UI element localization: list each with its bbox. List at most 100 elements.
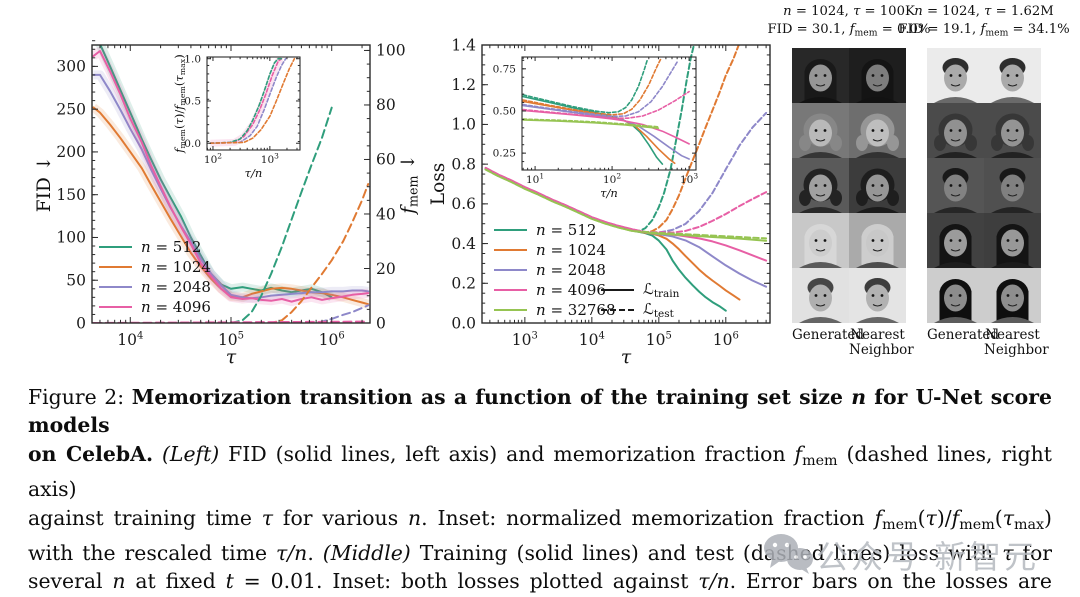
column-label: Generated	[792, 327, 865, 343]
panel1-nearest-neighbor-row5-image	[849, 268, 906, 323]
y-tick-label: 0.25	[493, 148, 516, 160]
legend-label: n = 1024	[141, 258, 211, 276]
y-tick-label: 40	[376, 205, 396, 223]
solid-line-swatch	[494, 269, 527, 271]
legend-item: n = 512	[494, 220, 616, 240]
panel2-nearest-neighbor-row2-image	[984, 103, 1041, 158]
legend-item: n = 4096	[494, 280, 616, 300]
inset-test-n2048-line	[522, 61, 678, 118]
face-grid	[792, 48, 906, 323]
panel1-nearest-neighbor-row2-image	[849, 103, 906, 158]
y-tick-label: 100	[56, 229, 86, 247]
y-tick-label: 200	[56, 143, 86, 161]
y-tick-label: 0.0	[184, 138, 201, 150]
panel-header: n = 1024, τ = 100K FID = 30.1, fmem = 0.0…	[747, 3, 951, 42]
x-tick-label: 103	[512, 331, 538, 350]
test-n4096-line	[484, 166, 768, 234]
y-tick-label: 250	[56, 100, 86, 118]
legend-item: ℒtrain	[601, 280, 679, 300]
panel1-generated-row3-cell	[792, 158, 849, 213]
samples-panel-100k: n = 1024, τ = 100K FID = 30.1, fmem = 0.0…	[768, 0, 931, 370]
panel2-generated-row5-cell	[927, 268, 984, 323]
fid-plot-svg: 104 105 106 0 50 100 150 200 250 300 0 20 40 60 80 100 τ…	[34, 40, 420, 368]
legend-label: n = 4096	[536, 281, 606, 299]
y-tick-label: 100	[376, 42, 406, 60]
loss-plot-legend-style: ℒtrain ℒtest	[601, 280, 679, 320]
y-tick-label: 300	[56, 58, 86, 76]
panel2-generated-row3-cell	[927, 158, 984, 213]
y-tick-label: 0.6	[451, 195, 476, 213]
panel1-generated-row1-cell	[792, 48, 849, 103]
loss-plot-ticks	[482, 44, 770, 324]
x-tick-label: 102	[603, 172, 621, 186]
panel-header-line: FID = 19.1, fmem = 34.1%	[898, 21, 1070, 39]
solid-line-swatch	[99, 306, 132, 308]
panel2-generated-row5-image	[927, 268, 984, 323]
y-tick-label: 1.4	[451, 36, 476, 54]
panel1-generated-row5-image	[792, 268, 849, 323]
x-tick-label: 106	[713, 331, 739, 350]
panel2-generated-row2-image	[927, 103, 984, 158]
inset-test-n4096-line	[522, 90, 690, 119]
panel2-nearest-neighbor-row3-cell	[984, 158, 1041, 213]
inset-train-n512-line	[522, 95, 664, 165]
fid-inset-xlabel: τ/n	[245, 166, 263, 180]
x-tick-label: 101	[526, 172, 544, 186]
test-n512-line	[484, 45, 695, 233]
panel1-nearest-neighbor-row4-cell	[849, 213, 906, 268]
y-tick-label: 0.4	[451, 235, 476, 253]
face-grid	[927, 48, 1041, 323]
legend-label: ℒtest	[643, 300, 674, 320]
legend-item: ℒtest	[601, 300, 679, 320]
solid-line-swatch	[494, 229, 527, 231]
panel2-generated-row1-cell	[927, 48, 984, 103]
fid-n2048-line	[92, 73, 370, 300]
x-tick-label: 102	[204, 152, 222, 166]
panel2-nearest-neighbor-row4-cell	[984, 213, 1041, 268]
solid-line-swatch	[99, 246, 132, 248]
loss-plot-legend-n: n = 512 n = 1024 n = 2048 n = 4096 n = 32768	[494, 220, 616, 320]
legend-label: n = 4096	[141, 298, 211, 316]
legend-label: n = 32768	[536, 301, 616, 319]
loss-plot-series	[484, 45, 768, 312]
inset-test-n1024-line	[522, 57, 662, 116]
panel2-generated-row4-image	[927, 213, 984, 268]
column-labels: Generated Nearest Neighbor	[792, 327, 914, 358]
inset-train-n1024-line	[522, 100, 676, 165]
legend-label: n = 2048	[536, 261, 606, 279]
panel1-generated-row4-cell	[792, 213, 849, 268]
column-label: Nearest Neighbor	[849, 327, 914, 358]
solid-line-swatch	[601, 289, 634, 291]
samples-panel-1p62m: n = 1024, τ = 1.62M FID = 19.1, fmem = 34…	[898, 0, 1069, 370]
x-tick-label: 104	[579, 331, 605, 350]
panel2-nearest-neighbor-row5-cell	[984, 268, 1041, 323]
panel2-generated-row4-cell	[927, 213, 984, 268]
y-tick-label: 0	[376, 314, 386, 332]
dashed-line-swatch	[601, 309, 634, 311]
panel1-generated-row4-image	[792, 213, 849, 268]
panel2-nearest-neighbor-row1-cell	[984, 48, 1041, 103]
panel1-generated-row3-image	[792, 158, 849, 213]
y-tick-label: 0.0	[451, 314, 476, 332]
panel-header: n = 1024, τ = 1.62M FID = 19.1, fmem = 34…	[882, 3, 1080, 42]
legend-item: n = 32768	[494, 300, 616, 320]
panel1-nearest-neighbor-row4-image	[849, 213, 906, 268]
panel1-nearest-neighbor-row5-cell	[849, 268, 906, 323]
x-tick-label: 105	[218, 331, 244, 350]
x-tick-label: 104	[117, 331, 143, 350]
fid-inset-ticks	[206, 56, 300, 151]
caption-line-3: against training time τ for various n. I…	[28, 505, 1053, 533]
panel2-nearest-neighbor-row4-image	[984, 213, 1041, 268]
panel1-nearest-neighbor-row1-cell	[849, 48, 906, 103]
column-label: Generated	[927, 327, 1000, 343]
y-tick-label: 80	[376, 96, 396, 114]
fid-plot-ticks	[92, 40, 370, 324]
figure-caption: Figure 2: Memorization transition as a f…	[28, 383, 1052, 597]
legend-label: n = 512	[536, 221, 597, 239]
legend-item: n = 2048	[494, 260, 616, 280]
y-tick-label: 1.2	[451, 76, 476, 94]
panel1-generated-row5-cell	[792, 268, 849, 323]
test-n32768-line	[484, 168, 768, 240]
legend-item: n = 1024	[494, 240, 616, 260]
